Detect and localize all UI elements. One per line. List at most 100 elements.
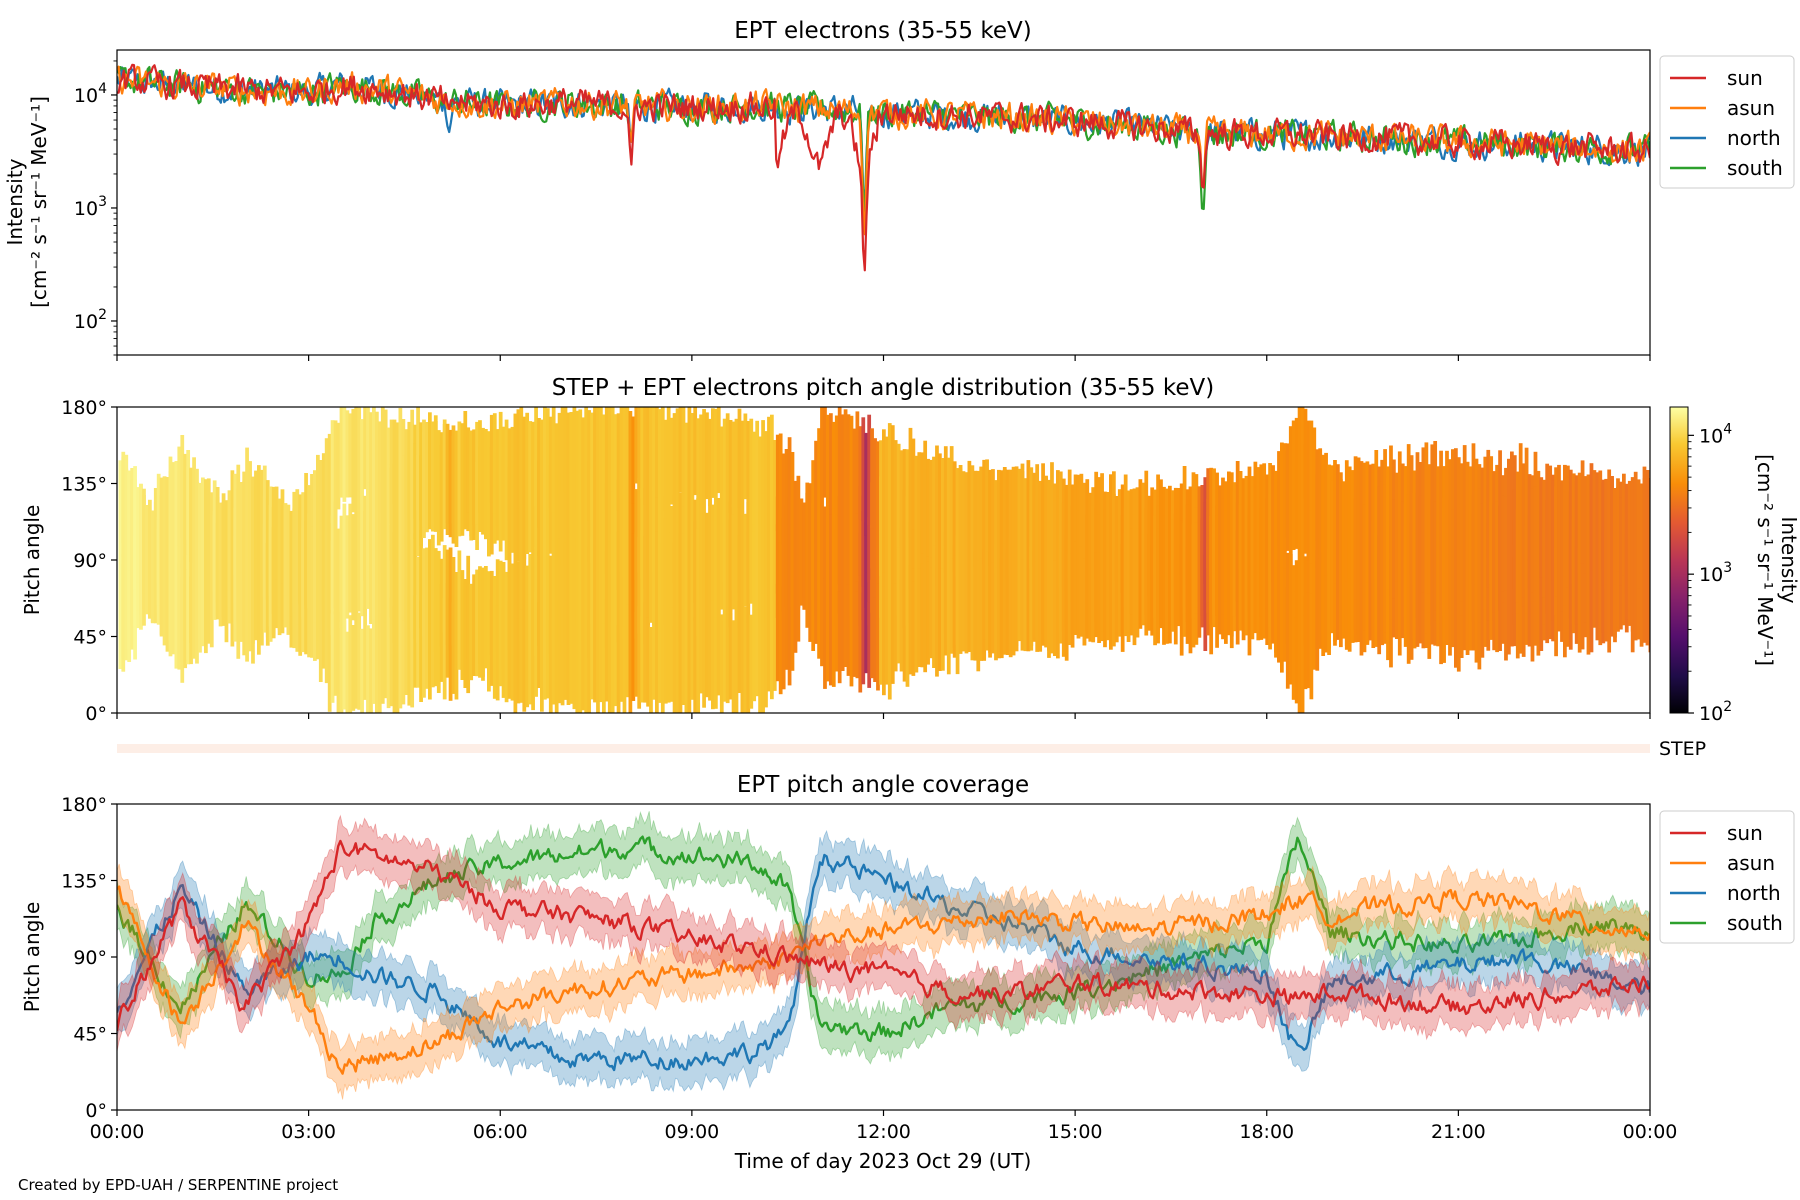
- heatmap-cell: [318, 460, 323, 545]
- heatmap-cell: [124, 540, 129, 650]
- heatmap-cell: [118, 558, 123, 669]
- heatmap-cell: [248, 544, 252, 644]
- heatmap-cell: [1433, 441, 1438, 552]
- heatmap-cell: [280, 489, 285, 584]
- heatmap-cell: [563, 608, 568, 700]
- heatmap-cell: [236, 529, 241, 622]
- heatmap-cell: [389, 597, 394, 707]
- heatmap-cell: [265, 480, 270, 580]
- heatmap-cell: [380, 407, 385, 513]
- heatmap-cell: [1507, 495, 1511, 592]
- heatmap-cell: [734, 529, 739, 637]
- heatmap-cell: [687, 602, 692, 713]
- heatmap-cell: [1383, 484, 1387, 588]
- heatmap-cell: [168, 456, 173, 564]
- heatmap-cell: [1610, 478, 1614, 568]
- heatmap-cell: [702, 535, 706, 627]
- heatmap-cell: [1303, 444, 1308, 554]
- heatmap-cell: [581, 463, 586, 569]
- heatmap-cell: [1200, 518, 1205, 616]
- heatmap-cell: [719, 426, 724, 513]
- heatmap-cell: [177, 446, 182, 547]
- xtick-label: 00:00: [1623, 1121, 1678, 1143]
- ytick-label: 180°: [61, 794, 107, 816]
- heatmap-cell: [1274, 548, 1278, 658]
- xtick-label: 15:00: [1048, 1121, 1103, 1143]
- heatmap-cell: [339, 407, 344, 498]
- heatmap-cell: [436, 440, 441, 546]
- heatmap-cell: [127, 556, 132, 650]
- heatmap-cell: [1061, 552, 1066, 657]
- heatmap-cell: [354, 604, 359, 709]
- heatmap-cell: [982, 549, 987, 640]
- heatmap-cell: [764, 516, 768, 624]
- heatmap-cell: [882, 522, 886, 625]
- colorbar-tick-label: 102: [1699, 699, 1732, 725]
- heatmap-cell: [1294, 617, 1299, 704]
- heatmap-cell: [831, 596, 836, 687]
- heatmap-cell: [1412, 531, 1417, 639]
- heatmap-cell: [1557, 523, 1561, 632]
- heatmap-cell: [1489, 500, 1494, 585]
- heatmap-cell: [543, 407, 547, 514]
- heatmap-cell: [1112, 530, 1116, 630]
- heatmap-cell: [569, 474, 574, 566]
- heatmap-cell: [472, 574, 476, 676]
- heatmap-cell: [540, 419, 544, 508]
- panel1-xtick-marks: [116, 355, 1651, 361]
- heatmap-cell: [1061, 502, 1066, 588]
- heatmap-cell: [829, 586, 833, 686]
- heatmap-cell: [767, 595, 771, 692]
- heatmap-cell: [563, 407, 568, 493]
- heatmap-cell: [1244, 494, 1249, 601]
- coverage-line-asun: [117, 885, 1650, 1075]
- heatmap-cell: [979, 558, 984, 661]
- heatmap-cell: [1280, 442, 1284, 553]
- heatmap-cell: [428, 539, 432, 624]
- heatmap-cell: [513, 413, 518, 518]
- heatmap-cell: [1117, 525, 1122, 621]
- heatmap-cell: [189, 557, 193, 643]
- heatmap-cell: [1321, 465, 1326, 553]
- heatmap-cell: [230, 470, 235, 578]
- heatmap-cell: [475, 421, 479, 525]
- heatmap-cell: [433, 548, 438, 652]
- heatmap-cell: [870, 428, 874, 529]
- heatmap-cell: [581, 555, 586, 642]
- heatmap-cell: [764, 431, 768, 537]
- heatmap-cell: [1498, 505, 1502, 595]
- heatmap-cell: [245, 447, 249, 558]
- heatmap-cell: [1229, 510, 1234, 603]
- heatmap-cell: [1206, 498, 1211, 603]
- heatmap-cell: [469, 430, 474, 537]
- heatmap-cell: [619, 608, 624, 702]
- heatmap-cell: [1047, 486, 1051, 589]
- heatmap-cell: [973, 470, 978, 569]
- heatmap-cell: [837, 496, 842, 585]
- heatmap-cell: [755, 420, 760, 510]
- heatmap-cell: [1120, 537, 1125, 633]
- heatmap-cell: [145, 505, 149, 611]
- heatmap-cell: [622, 626, 627, 713]
- heatmap-cell: [148, 520, 152, 619]
- heatmap-cell: [557, 538, 562, 642]
- heatmap-cell: [796, 475, 801, 572]
- heatmap-cell: [380, 481, 385, 574]
- heatmap-cell: [233, 473, 238, 575]
- heatmap-cell: [475, 574, 479, 677]
- heatmap-cell: [1365, 492, 1370, 583]
- ytick-label: 90°: [73, 550, 107, 572]
- heatmap-cell: [826, 582, 830, 682]
- heatmap-cell: [929, 567, 933, 659]
- heatmap-cell: [658, 523, 662, 626]
- heatmap-cell: [719, 523, 724, 608]
- heatmap-cell: [254, 549, 258, 638]
- heatmap-cell: [1430, 444, 1435, 550]
- heatmap-cell: [363, 495, 367, 581]
- heatmap-cell: [307, 566, 311, 658]
- heatmap-cell: [410, 439, 415, 540]
- heatmap-cell: [602, 623, 606, 713]
- heatmap-cell: [731, 620, 736, 713]
- heatmap-cell: [1002, 543, 1007, 651]
- heatmap-cell: [652, 487, 656, 573]
